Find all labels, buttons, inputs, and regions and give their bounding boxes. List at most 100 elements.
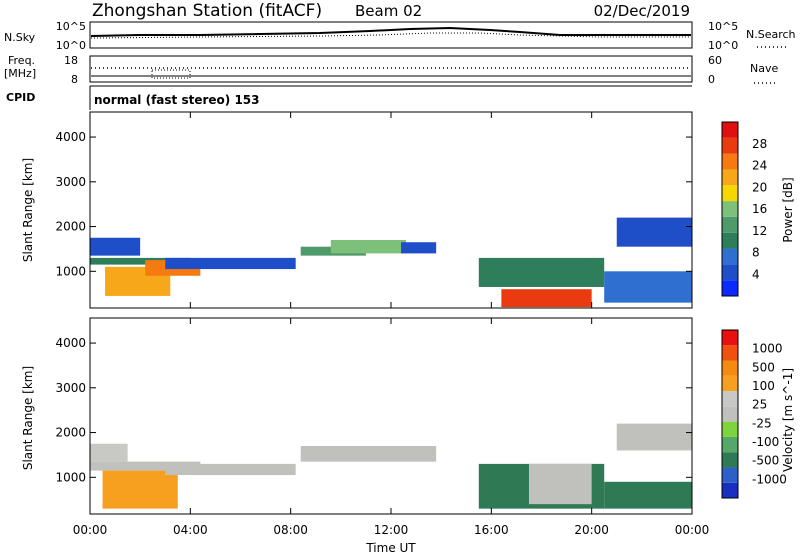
x-tick-label: 20:00 — [574, 523, 609, 537]
noise-tick-bottom-right: 10^0 — [708, 39, 738, 52]
y-tick-label: 2000 — [55, 220, 86, 234]
freq-tick-bottom: 8 — [71, 73, 78, 86]
scatter-band-0-4 — [165, 257, 296, 270]
colorbar-tick-label: 20 — [752, 180, 767, 194]
scatter-band-1-7 — [604, 481, 692, 509]
scatter-band-0-11 — [616, 217, 692, 247]
noise-tick-top-left: 10^5 — [56, 20, 86, 33]
scatter-band-0-1 — [90, 257, 191, 265]
colorbar-tick-label: 4 — [752, 267, 760, 281]
colorbar-segment — [722, 248, 738, 265]
scatter-band-1-1 — [90, 443, 128, 462]
nave-label: Nave — [750, 62, 778, 75]
x-tick-label: 12:00 — [374, 523, 409, 537]
colorbar-segment — [722, 360, 738, 376]
scatter-band-1-2 — [102, 470, 178, 509]
colorbar-segment — [722, 421, 738, 437]
colorbar-segment — [722, 436, 738, 453]
y-tick-label: 3000 — [55, 175, 86, 189]
colorbar-segment — [722, 375, 738, 392]
nsky-label: N.Sky — [4, 31, 36, 44]
colorbar-segment — [722, 406, 738, 422]
colorbar-tick-label: -500 — [752, 454, 779, 468]
x-tick-label: 00:00 — [675, 523, 710, 537]
scatter-band-0-10 — [604, 271, 692, 303]
scatter-band-1-4 — [300, 445, 437, 462]
scatter-band-1-3 — [165, 463, 296, 476]
colorbar-segment — [722, 482, 738, 498]
colorbar-tick-label: 28 — [752, 137, 767, 151]
cpid-row: CPID normal (fast stereo) 153 — [6, 85, 692, 110]
y-tick-label: 4000 — [55, 130, 86, 144]
power-colorbar-label: Power [dB] — [781, 177, 795, 242]
colorbar-tick-label: -100 — [752, 435, 779, 449]
y-tick-label: 1000 — [55, 264, 86, 278]
colorbar-tick-label: 100 — [752, 379, 775, 393]
station-title: Zhongshan Station (fitACF) — [92, 1, 322, 21]
colorbar-tick-label: 500 — [752, 360, 775, 374]
colorbar-segment — [722, 169, 738, 186]
colorbar-segment — [722, 153, 738, 170]
x-tick-label: 08:00 — [273, 523, 308, 537]
colorbar-tick-label: -25 — [752, 416, 772, 430]
colorbar-tick-label: 12 — [752, 224, 767, 238]
colorbar-segment — [722, 452, 738, 468]
y-tick-label: 2000 — [55, 426, 86, 440]
colorbar-segment — [722, 122, 738, 138]
y-tick-label: 3000 — [55, 381, 86, 395]
time-axis: 00:00 04:00 08:00 12:00 16:00 20:00 00:00 — [73, 523, 710, 537]
noise-tick-bottom-left: 10^0 — [56, 39, 86, 52]
colorbar-tick-label: 1000 — [752, 342, 783, 356]
nave-tick-bottom: 0 — [708, 73, 715, 86]
x-tick-label: 04:00 — [173, 523, 208, 537]
colorbar-frame — [721, 121, 739, 297]
colorbar-segment — [722, 345, 738, 361]
x-tick-label: 16:00 — [474, 523, 509, 537]
freq-label-2: [MHz] — [4, 67, 36, 80]
cpid-text: normal (fast stereo) 153 — [94, 93, 260, 107]
velocity-colorbar: 1000 500 100 25 -25 -100 -500 -1000 — [721, 329, 787, 499]
power-colorbar: 28 24 20 16 12 8 4 — [721, 121, 767, 297]
date-label: 02/Dec/2019 — [594, 2, 690, 20]
colorbar-tick-label: 8 — [752, 246, 760, 260]
colorbar-frame — [721, 329, 739, 499]
scatter-band-1-6 — [528, 463, 592, 505]
scatter-band-0-8 — [478, 257, 605, 287]
y-tick-label: 1000 — [55, 470, 86, 484]
colorbar-segment — [722, 216, 738, 233]
x-axis-label: Time UT — [365, 541, 416, 554]
colorbar-segment — [722, 330, 738, 346]
freq-label-1: Freq. — [8, 54, 35, 67]
colorbar-segment — [722, 280, 738, 296]
velocity-colorbar-label: Velocity [m s^-1] — [781, 368, 795, 472]
colorbar-tick-label: 25 — [752, 398, 767, 412]
velocity-ylabel: Slant Range [km] — [21, 366, 35, 470]
nsearch-label: N.Search — [746, 28, 796, 41]
frequency-panel: Freq. [MHz] 18 8 60 0 Nave — [4, 54, 778, 86]
scatter-band-1-0 — [90, 461, 201, 471]
scatter-band-0-9 — [501, 289, 592, 308]
cpid-label: CPID — [6, 91, 35, 104]
colorbar-segment — [722, 137, 738, 154]
colorbar-tick-label: -1000 — [752, 472, 787, 486]
nave-tick-top: 60 — [708, 54, 722, 67]
scatter-band-0-6 — [330, 239, 407, 254]
colorbar-segment — [722, 201, 738, 217]
power-panel: 1000 2000 3000 4000 — [55, 111, 693, 309]
y-tick-label: 4000 — [55, 336, 86, 350]
colorbar-segment — [722, 264, 738, 281]
scatter-band-0-0 — [90, 237, 141, 256]
colorbar-segment — [722, 467, 738, 483]
velocity-panel: 1000 2000 3000 4000 — [55, 317, 693, 515]
colorbar-tick-label: 24 — [752, 159, 767, 173]
colorbar-segment — [722, 232, 738, 249]
colorbar-tick-label: 16 — [752, 202, 767, 216]
x-tick-label: 00:00 — [73, 523, 108, 537]
power-ylabel: Slant Range [km] — [21, 158, 35, 262]
beam-label: Beam 02 — [355, 2, 422, 20]
noise-panel: N.Sky 10^5 10^0 10^5 10^0 N.Search — [4, 20, 796, 52]
colorbar-segment — [722, 391, 738, 407]
noise-tick-top-right: 10^5 — [708, 20, 738, 33]
scatter-band-1-8 — [616, 423, 692, 451]
